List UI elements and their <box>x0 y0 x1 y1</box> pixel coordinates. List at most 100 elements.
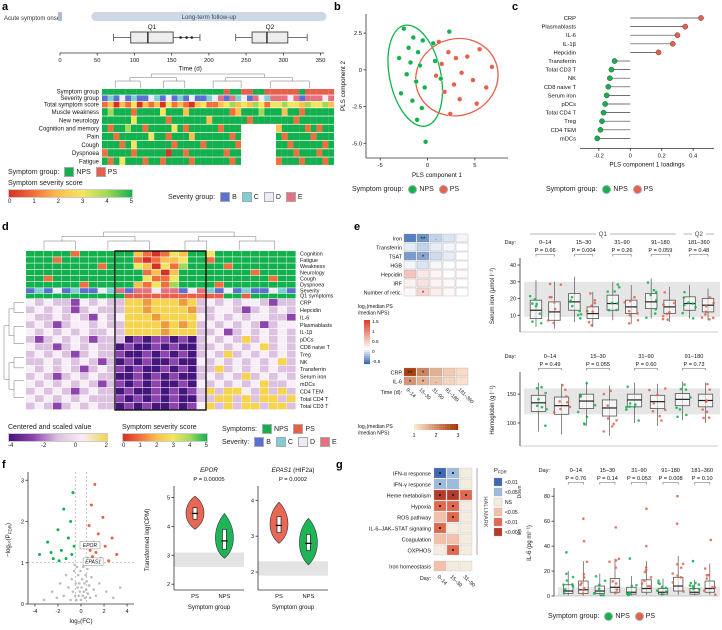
rect <box>171 132 178 141</box>
circle <box>682 296 686 300</box>
rect <box>310 89 317 95</box>
rect <box>161 350 170 358</box>
rect <box>310 108 317 116</box>
rect <box>148 108 155 116</box>
rect <box>218 149 224 157</box>
rect <box>152 263 161 269</box>
rect <box>299 132 306 141</box>
circle <box>644 565 648 569</box>
rect <box>170 365 179 373</box>
rect <box>206 89 213 95</box>
circle <box>606 404 610 407</box>
tick-label: 0 <box>73 443 78 449</box>
circle <box>82 590 86 593</box>
p-value: P = 0.00005 <box>193 477 224 483</box>
rect <box>188 282 197 288</box>
rect <box>189 108 195 116</box>
text: 1 <box>21 561 24 567</box>
rect <box>299 116 306 124</box>
heatmap-row-label: Total CD3 T <box>300 404 329 410</box>
rect <box>107 350 116 358</box>
rect <box>442 233 456 243</box>
circle <box>689 581 693 585</box>
circle <box>711 585 714 589</box>
path <box>43 240 76 246</box>
rect <box>200 108 207 116</box>
rect <box>206 275 215 282</box>
rect <box>62 373 71 380</box>
path <box>129 77 177 81</box>
rect <box>229 89 236 95</box>
rect <box>113 108 120 116</box>
panel-a-timeline-heatmap: Acute symptom onset Long-term follow-upQ1… <box>4 12 335 165</box>
rect <box>143 387 152 395</box>
circle <box>75 598 78 602</box>
rect <box>269 336 278 343</box>
rect <box>242 380 251 388</box>
rect <box>276 95 282 102</box>
rect <box>134 306 143 314</box>
circle <box>645 544 648 548</box>
rect <box>281 89 288 95</box>
rect <box>179 336 188 343</box>
cluster-highlight-box <box>114 250 207 411</box>
category-label: PS <box>191 594 199 600</box>
rect <box>62 282 71 288</box>
rect <box>107 402 116 410</box>
significance-mark: · <box>435 237 437 243</box>
text: 100 <box>130 58 140 64</box>
rect <box>134 402 143 410</box>
rect <box>215 282 224 288</box>
rect <box>427 424 430 430</box>
rect <box>35 313 44 321</box>
rect <box>160 157 166 165</box>
circle <box>633 295 636 299</box>
rect <box>35 328 44 336</box>
circle <box>614 582 618 585</box>
nps-label: NPS <box>613 186 628 193</box>
day-group-label: 181–360 <box>688 240 710 246</box>
rect <box>170 251 179 257</box>
rect <box>252 95 259 102</box>
rect <box>89 306 98 314</box>
rect <box>241 89 248 95</box>
rect <box>26 343 35 351</box>
rect <box>44 288 53 293</box>
rect <box>260 336 269 343</box>
rect <box>80 328 89 336</box>
rect <box>233 257 242 263</box>
rect <box>322 157 329 165</box>
rect <box>235 95 242 102</box>
path <box>599 482 616 485</box>
loading-label: Total CD3 T <box>546 68 577 74</box>
circle <box>609 389 613 393</box>
rect <box>260 365 269 373</box>
rect <box>107 157 114 165</box>
rect <box>80 251 89 257</box>
rect <box>260 343 269 351</box>
rect <box>116 380 125 388</box>
text: 5 <box>167 496 170 502</box>
circle <box>71 590 75 593</box>
rect <box>107 263 116 269</box>
rect <box>44 251 53 257</box>
circle <box>432 58 438 64</box>
rect <box>212 149 219 157</box>
significance-mark: * <box>409 380 412 386</box>
rect <box>212 157 219 165</box>
circle <box>80 586 83 589</box>
rect <box>251 380 260 388</box>
circle <box>49 550 53 554</box>
rect <box>89 387 98 395</box>
heatmap-row-label: Transferrin <box>300 367 326 373</box>
rect <box>152 269 161 276</box>
rect <box>281 157 288 165</box>
p-value: P = 0.004 <box>572 248 596 254</box>
p-value: P = 0.73 <box>684 362 705 368</box>
rect <box>125 149 132 157</box>
rect <box>206 365 215 373</box>
rect <box>433 511 447 523</box>
rect <box>233 365 242 373</box>
